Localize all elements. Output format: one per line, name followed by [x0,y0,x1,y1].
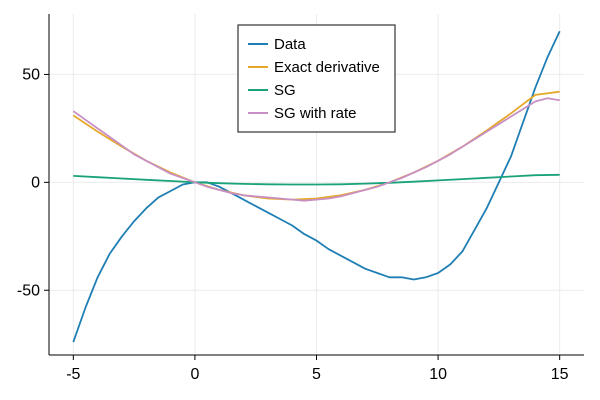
y-tick-label: 0 [31,174,40,191]
x-tick-label: -5 [66,366,80,383]
series-layer [72,30,561,343]
legend: Data Exact derivative SG SG with rate [237,24,396,133]
legend-label-sg-with-rate: SG with rate [274,105,357,122]
y-tick-label: -50 [17,282,40,299]
legend-label-data: Data [274,36,306,53]
series-line-data [72,30,561,343]
legend-label-exact-derivative: Exact derivative [274,59,380,76]
legend-label-sg: SG [274,82,296,99]
y-tick-label: 50 [22,66,40,83]
x-tick-label: 10 [429,366,447,383]
legend-box [237,24,396,133]
series-line-sg-with-rate [72,97,560,202]
series-line-sg [73,173,560,186]
x-tick-label: 15 [551,366,569,383]
x-tick-label: 5 [312,366,321,383]
x-tick-label: 0 [190,366,199,383]
